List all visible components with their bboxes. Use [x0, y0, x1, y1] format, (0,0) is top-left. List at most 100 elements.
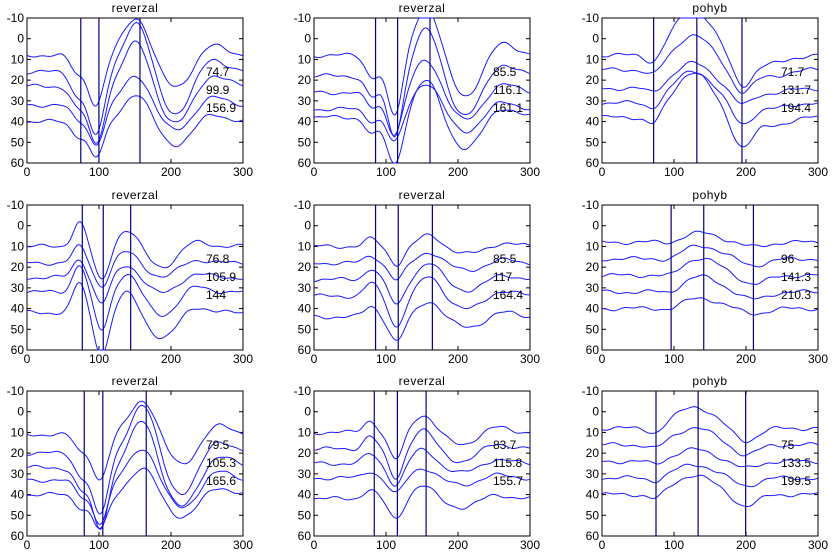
y-tick-label: 50 — [586, 135, 600, 149]
y-tick-label: 50 — [298, 508, 312, 522]
x-tick-label: 300 — [808, 352, 828, 366]
latency-label-2: 131.7 — [781, 83, 811, 97]
y-tick-label: 10 — [298, 425, 312, 439]
waveform-trace-4 — [601, 463, 819, 488]
y-tick-label: 10 — [11, 425, 25, 439]
y-tick-label: 50 — [586, 322, 600, 336]
subplot-title: pohyb — [692, 1, 727, 15]
y-tick-label: 10 — [11, 52, 25, 66]
waveform-trace-2 — [27, 404, 244, 515]
plot-frame — [26, 390, 244, 537]
waveform-trace-4 — [313, 276, 530, 328]
x-tick-label: 0 — [599, 165, 606, 179]
y-tick-label: 50 — [298, 135, 312, 149]
y-tick-label: 20 — [586, 446, 600, 460]
latency-label-2: 117 — [493, 270, 512, 284]
y-tick-label: 60 — [11, 529, 25, 543]
waveform-trace-2 — [313, 428, 531, 480]
waveform-trace-4 — [601, 274, 819, 300]
waveform-trace-3 — [602, 447, 818, 468]
y-tick-label: 20 — [298, 260, 312, 274]
waveform-trace-4 — [601, 70, 819, 125]
x-tick-label: 0 — [24, 538, 31, 552]
y-tick-label: 10 — [586, 239, 600, 253]
y-tick-label: 30 — [11, 467, 25, 481]
latency-label-1: 85.5 — [493, 65, 517, 79]
latency-label-2: 133.5 — [781, 456, 811, 470]
latency-label-3: 164.4 — [493, 288, 523, 302]
x-tick-label: 200 — [736, 538, 756, 552]
x-tick-label: 0 — [24, 352, 31, 366]
y-tick-label: 40 — [298, 302, 312, 316]
y-tick-label: 30 — [586, 467, 600, 481]
waveform-trace-3 — [602, 60, 818, 104]
waveform-trace-1 — [313, 415, 531, 460]
subplot-title: reverzal — [112, 1, 159, 15]
waveform-trace-2 — [313, 27, 531, 138]
subplot-title: reverzal — [399, 374, 446, 388]
y-tick-label: 50 — [11, 322, 25, 336]
waveform-trace-2 — [26, 244, 244, 288]
plot-frame — [601, 17, 819, 164]
y-tick-label: 40 — [586, 302, 600, 316]
y-tick-label: 60 — [298, 156, 312, 170]
y-tick-label: 10 — [586, 425, 600, 439]
y-tick-label: 60 — [298, 343, 312, 357]
y-tick-label: 40 — [11, 488, 25, 502]
latency-label-3: 210.3 — [781, 288, 811, 302]
y-tick-label: 30 — [298, 94, 312, 108]
latency-label-1: 74.7 — [206, 65, 230, 79]
latency-label-1: 83.7 — [493, 438, 517, 452]
waveform-trace-3 — [313, 59, 531, 136]
y-tick-label: 0 — [304, 405, 311, 419]
y-tick-label: -10 — [7, 384, 25, 398]
y-tick-label: 0 — [17, 219, 24, 233]
latency-label-3: 165.6 — [206, 474, 236, 488]
x-tick-label: 100 — [376, 538, 396, 552]
y-tick-label: 0 — [17, 405, 24, 419]
y-tick-label: -10 — [294, 198, 312, 212]
y-tick-label: 40 — [586, 115, 600, 129]
latency-label-3: 194.4 — [781, 101, 811, 115]
x-tick-label: 100 — [664, 538, 684, 552]
y-tick-label: 30 — [11, 94, 25, 108]
latency-label-1: 85.5 — [493, 252, 517, 266]
waveform-trace-3 — [313, 447, 531, 487]
y-tick-label: 20 — [586, 260, 600, 274]
x-tick-label: 100 — [664, 352, 684, 366]
latency-label-2: 115.8 — [493, 456, 522, 470]
y-tick-label: 10 — [11, 239, 25, 253]
plot-frame — [313, 390, 531, 537]
waveform-trace-3 — [27, 259, 244, 304]
y-tick-label: 50 — [586, 508, 600, 522]
latency-label-3: 155.7 — [493, 474, 523, 488]
y-tick-label: 40 — [11, 302, 25, 316]
latency-label-2: 105.9 — [206, 270, 236, 284]
y-tick-label: 0 — [592, 32, 599, 46]
x-tick-label: 100 — [89, 165, 109, 179]
y-tick-label: 60 — [586, 156, 600, 170]
waveform-trace-3 — [601, 257, 819, 285]
waveform-trace-5 — [601, 474, 819, 507]
plot-frame — [601, 390, 819, 537]
x-tick-label: 200 — [736, 165, 756, 179]
waveform-trace-2 — [313, 252, 531, 281]
x-tick-label: 0 — [599, 352, 606, 366]
waveform-trace-3 — [26, 40, 244, 144]
y-tick-label: 0 — [304, 219, 311, 233]
waveform-trace-1 — [601, 17, 819, 88]
x-tick-label: 200 — [161, 538, 181, 552]
waveform-trace-2 — [601, 244, 819, 268]
y-tick-label: 50 — [298, 322, 312, 336]
waveform-trace-2 — [601, 427, 819, 457]
waveform-trace-3 — [313, 263, 531, 305]
waveform-trace-5 — [313, 79, 531, 164]
y-tick-label: 30 — [586, 281, 600, 295]
x-tick-label: 0 — [599, 538, 606, 552]
x-tick-label: 300 — [233, 165, 253, 179]
waveform-trace-4 — [26, 75, 244, 146]
latency-label-3: 144 — [206, 288, 226, 302]
y-tick-label: 0 — [17, 32, 24, 46]
